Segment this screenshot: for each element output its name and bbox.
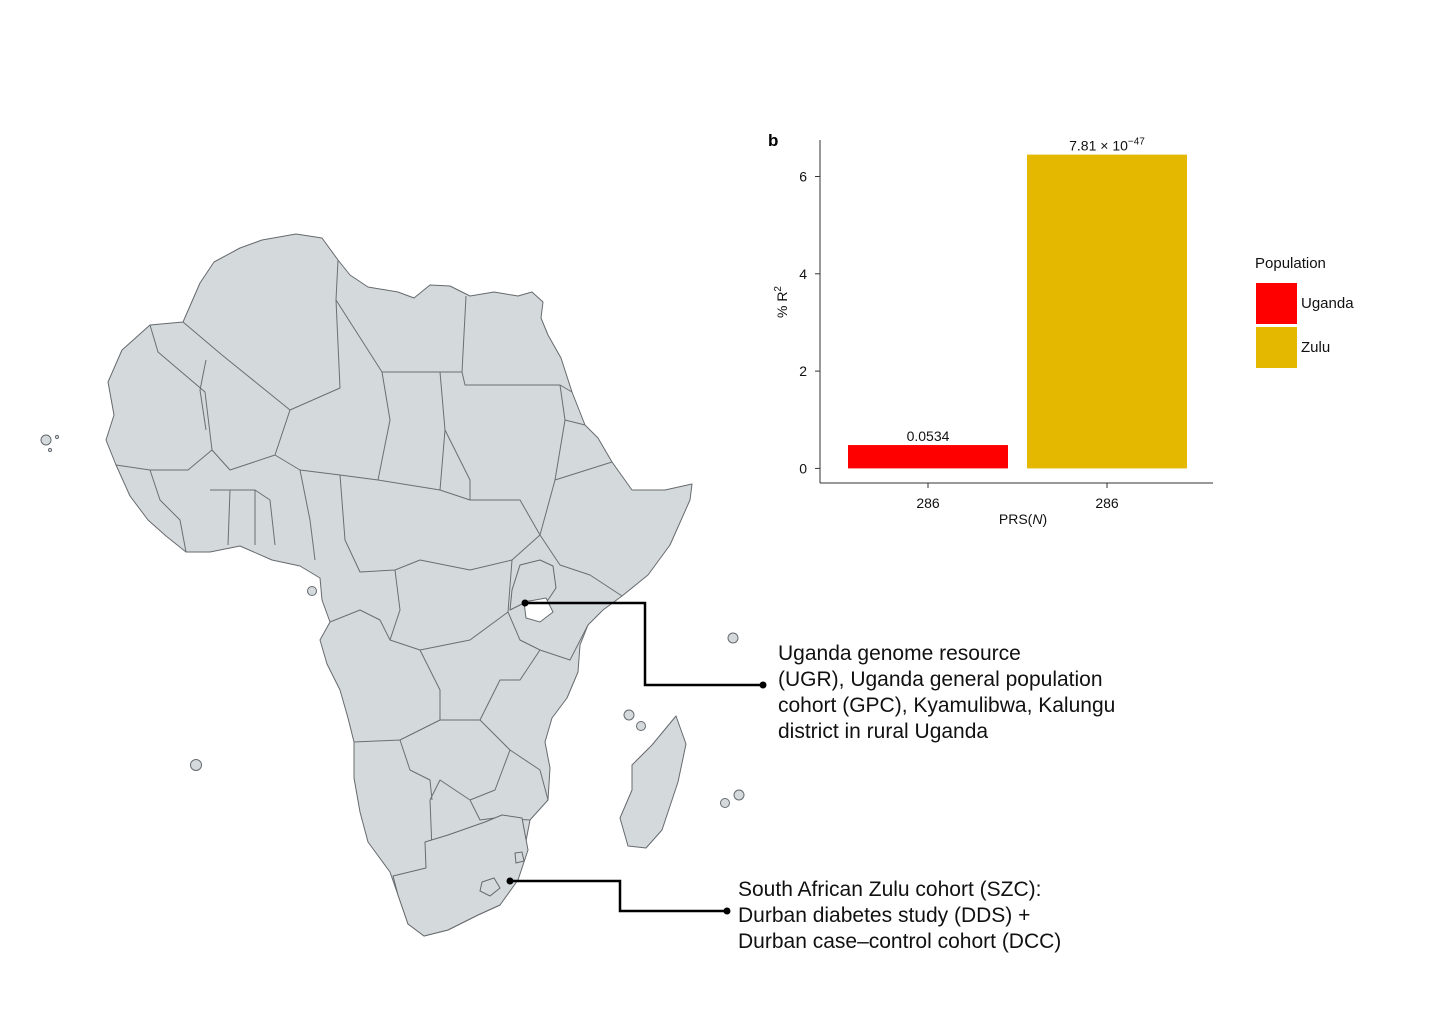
bar-label-uganda: 0.0534 [907,428,950,444]
bars: 0.0534 7.81 × 10−47 [848,137,1187,469]
legend-label-zulu: Zulu [1301,339,1330,356]
lesotho [479,877,501,897]
bar-zulu [1027,154,1187,469]
y-tick-label: 2 [799,363,807,379]
south-africa-annotation: South African Zulu cohort (SZC): Durban … [738,878,1062,953]
y-tick-label: 4 [799,266,807,282]
legend: Population Uganda Zulu [1255,255,1354,368]
uganda-region [509,559,557,611]
africa-map [40,233,745,937]
legend-swatch-uganda [1256,283,1297,324]
mauritius-island [733,789,745,801]
y-tick-label: 0 [799,460,807,476]
south-africa-leader [506,877,731,915]
x-tick-label: 286 [1095,495,1119,511]
madagascar [619,715,687,849]
comoros-island [623,709,635,721]
country-borders [115,259,623,881]
y-axis-title: % R2 [773,286,790,318]
x-ticks: 286 286 [916,483,1119,511]
cape-verde-islet [54,434,60,440]
africa-landmass [105,233,693,937]
seychelles-island [727,632,739,644]
cape-verde-island [40,434,52,446]
reunion-island [720,798,730,808]
south-africa-region [392,814,529,937]
x-tick-label: 286 [916,495,940,511]
legend-swatch-zulu [1256,327,1297,368]
eswatini [514,851,525,864]
st-helena-island [190,759,202,771]
y-tick-label: 6 [799,168,807,184]
x-axis-title: PRS(N) [999,511,1047,527]
comoros-island [636,721,646,731]
uganda-leader [521,599,767,689]
bar-uganda [848,445,1008,469]
sao-tome-island [307,586,317,596]
y-ticks: 0 2 4 6 [799,168,820,476]
bar-label-zulu: 7.81 × 10−47 [1069,137,1145,154]
uganda-annotation: Uganda genome resource (UGR), Uganda gen… [778,642,1116,743]
legend-title: Population [1255,255,1326,272]
legend-label-uganda: Uganda [1301,295,1354,312]
cape-verde-islet [47,447,53,453]
panel-label: b [768,131,778,150]
